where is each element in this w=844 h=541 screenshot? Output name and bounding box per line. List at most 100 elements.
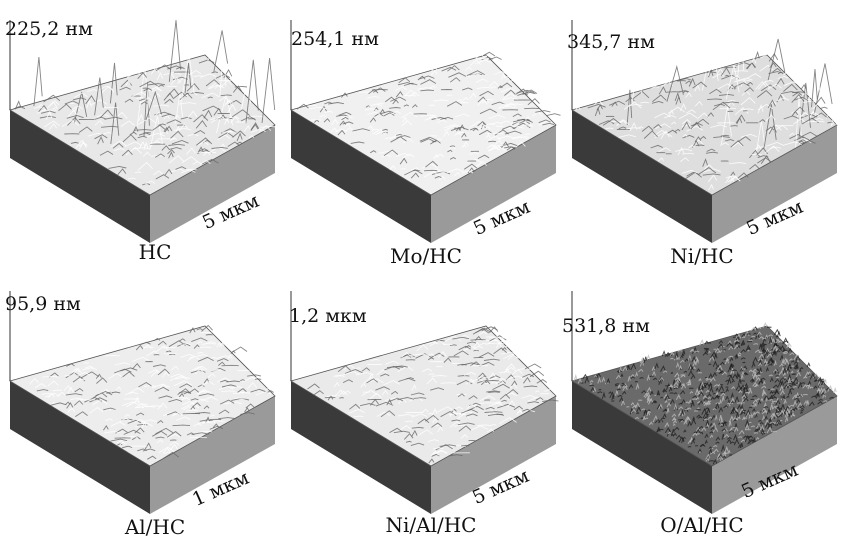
surface-texture-mark: [811, 69, 818, 108]
surface-texture-mark: [744, 330, 750, 338]
surface-texture-mark: [218, 361, 226, 366]
surface-texture-mark: [699, 381, 705, 388]
surface-texture-mark: [197, 352, 204, 354]
surface-texture-mark: [774, 378, 780, 383]
surface-texture-mark: [217, 134, 231, 140]
surface-texture-mark: [723, 428, 728, 433]
block-top-surface: [290, 325, 557, 467]
surface-texture-mark: [507, 400, 516, 407]
surface-texture-mark: [341, 92, 348, 98]
surface-texture-mark: [769, 390, 774, 395]
surface-texture-mark: [686, 383, 691, 386]
surface-texture-mark: [524, 107, 539, 110]
surface-texture-mark: [361, 389, 378, 397]
surface-texture-mark: [211, 71, 218, 74]
surface-texture-mark: [147, 455, 157, 460]
surface-texture-mark: [757, 103, 773, 111]
surface-texture-mark: [164, 125, 173, 133]
surface-texture-mark: [405, 420, 413, 423]
surface-texture-mark: [749, 440, 755, 443]
surface-texture-mark: [740, 384, 746, 391]
surface-texture-mark: [136, 66, 151, 131]
surface-texture-mark: [795, 371, 801, 378]
surface-texture-mark: [511, 136, 528, 140]
surface-texture-mark: [66, 402, 74, 409]
caption: O/Al/НС: [660, 513, 744, 537]
surface-texture-mark: [750, 425, 756, 428]
surface-texture-mark: [660, 396, 664, 399]
surface-texture-mark: [674, 128, 681, 132]
surface-texture-mark: [170, 373, 185, 378]
surface-texture-mark: [705, 377, 709, 380]
surface-texture-mark: [398, 77, 411, 84]
surface-texture-mark: [128, 387, 145, 394]
surface-texture-mark: [397, 365, 414, 373]
surface-texture-mark: [792, 91, 803, 97]
surface-texture-mark: [704, 433, 709, 439]
surface-texture-mark: [216, 341, 222, 348]
surface-texture-mark: [477, 154, 490, 160]
surface-texture-mark: [807, 380, 812, 386]
surface-texture-mark: [690, 121, 701, 130]
surface-texture-mark: [799, 411, 803, 414]
surface-texture-mark: [736, 404, 742, 410]
surface-texture-mark: [337, 390, 348, 397]
surface-texture-mark: [806, 400, 810, 406]
surface-texture-mark: [737, 377, 742, 386]
surface-texture-mark: [338, 111, 352, 116]
surface-texture-mark: [729, 175, 741, 183]
surface-texture-mark: [236, 141, 243, 145]
surface-texture-mark: [466, 403, 477, 410]
surface-texture-mark: [67, 116, 81, 126]
surface-texture-mark: [783, 69, 794, 76]
surface-texture-mark: [150, 66, 160, 75]
surface-texture-mark: [634, 380, 638, 383]
surface-texture-mark: [64, 100, 79, 105]
surface-texture-mark: [466, 159, 482, 164]
surface-texture-mark: [157, 340, 167, 346]
surface-texture-mark: [137, 113, 144, 122]
surface-texture-mark: [497, 135, 515, 140]
height-label: 95,9 нм: [5, 293, 81, 315]
surface-texture-mark: [752, 399, 758, 404]
surface-texture-mark: [205, 79, 220, 87]
surface-texture-mark: [489, 335, 507, 342]
surface-texture-mark: [474, 335, 482, 341]
surface-texture-mark: [702, 351, 708, 356]
surface-texture-mark: [144, 442, 152, 450]
surface-texture-mark: [401, 120, 413, 127]
surface-texture-mark: [169, 444, 178, 451]
surface-texture-mark: [193, 344, 200, 349]
surface-texture-mark: [723, 357, 727, 361]
surface-texture-mark: [468, 395, 478, 400]
surface-texture-mark: [712, 445, 718, 448]
surface-texture-mark: [715, 441, 720, 445]
surface-texture-mark: [170, 168, 185, 173]
caption: Ni/Al/НС: [385, 513, 477, 537]
surface-texture-mark: [653, 124, 662, 129]
surface-texture-mark: [389, 397, 404, 403]
surface-texture-mark: [745, 410, 751, 418]
surface-texture-mark: [705, 453, 711, 460]
surface-texture-mark: [789, 358, 793, 361]
surface-texture-mark: [718, 406, 724, 413]
surface-texture-mark: [768, 374, 773, 377]
surface-texture-mark: [501, 399, 507, 402]
surface-texture-mark: [799, 407, 805, 411]
surface-texture-mark: [770, 412, 777, 420]
surface-texture-mark: [662, 389, 668, 393]
surface-texture-mark: [365, 125, 374, 132]
surface-texture-mark: [528, 124, 534, 128]
surface-texture-mark: [631, 56, 642, 103]
surface-texture-mark: [137, 161, 153, 171]
surface-texture-mark: [749, 337, 753, 340]
surface-texture-mark: [512, 135, 530, 139]
surface-texture-mark: [758, 419, 762, 423]
surface-texture-mark: [163, 411, 177, 417]
surface-texture-mark: [47, 393, 55, 399]
surface-texture-mark: [157, 402, 168, 410]
surface-texture-mark: [198, 393, 215, 397]
surface-texture-mark: [652, 377, 658, 381]
surface-texture-mark: [777, 76, 789, 79]
surface-texture-mark: [777, 347, 783, 352]
